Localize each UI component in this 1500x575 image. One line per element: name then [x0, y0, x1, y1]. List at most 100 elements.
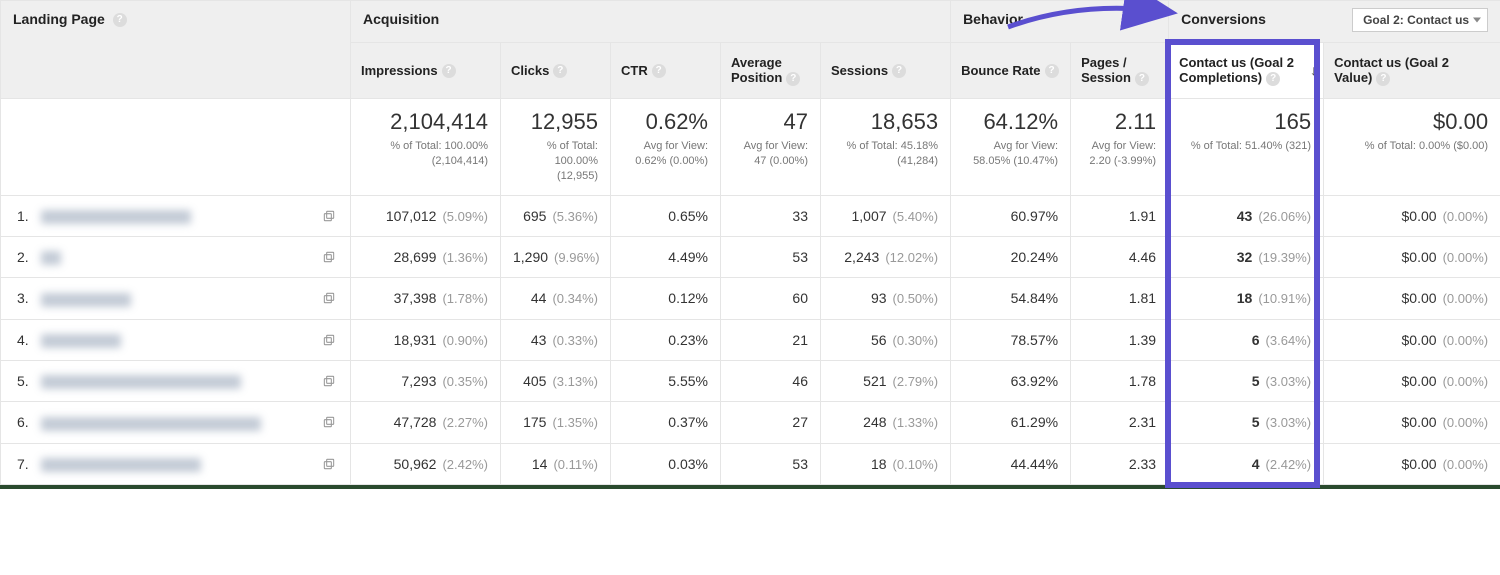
- row-index: 2.: [17, 249, 41, 265]
- cell-landing-page[interactable]: 4.: [1, 319, 351, 360]
- summary-row: 2,104,414% of Total: 100.00% (2,104,414)…: [1, 98, 1500, 195]
- help-icon[interactable]: ?: [892, 64, 906, 78]
- cell-landing-page[interactable]: 1.: [1, 195, 351, 236]
- cell-avg-pos: 60: [721, 278, 821, 319]
- row-index: 4.: [17, 332, 41, 348]
- cell-impressions: 50,962(2.42%): [351, 443, 501, 484]
- cell-pages: 1.39: [1071, 319, 1169, 360]
- summary-pages: 2.11Avg for View: 2.20 (-3.99%): [1071, 98, 1169, 195]
- landing-page-link[interactable]: [41, 458, 201, 472]
- cell-completions: 5(3.03%): [1169, 402, 1324, 443]
- cell-clicks: 44(0.34%): [501, 278, 611, 319]
- landing-page-link[interactable]: [41, 251, 61, 265]
- col-header-clicks[interactable]: Clicks?: [501, 43, 611, 99]
- cell-completions: 6(3.64%): [1169, 319, 1324, 360]
- table-row: 1.107,012(5.09%)695(5.36%)0.65%331,007(5…: [1, 195, 1500, 236]
- help-icon[interactable]: ?: [113, 13, 127, 27]
- sort-desc-icon: ↓: [1310, 62, 1317, 78]
- help-icon[interactable]: ?: [1135, 72, 1149, 86]
- cell-landing-page[interactable]: 2.: [1, 237, 351, 278]
- help-icon[interactable]: ?: [442, 64, 456, 78]
- summary-landing-blank: [1, 98, 351, 195]
- col-header-avg-position[interactable]: Average Position?: [721, 43, 821, 99]
- cell-clicks: 1,290(9.96%): [501, 237, 611, 278]
- cell-sessions: 93(0.50%): [821, 278, 951, 319]
- cell-value: $0.00(0.00%): [1324, 237, 1500, 278]
- col-header-completions[interactable]: Contact us (Goal 2 Completions)? ↓: [1169, 43, 1324, 99]
- help-icon[interactable]: ?: [652, 64, 666, 78]
- col-header-landing[interactable]: Landing Page ?: [1, 1, 351, 99]
- cell-clicks: 405(3.13%): [501, 360, 611, 401]
- col-header-pages-session[interactable]: Pages / Session?: [1071, 43, 1169, 99]
- landing-page-link[interactable]: [41, 293, 131, 307]
- help-icon[interactable]: ?: [553, 64, 567, 78]
- cell-value: $0.00(0.00%): [1324, 278, 1500, 319]
- cell-bounce: 20.24%: [951, 237, 1071, 278]
- col-header-ctr[interactable]: CTR?: [611, 43, 721, 99]
- group-header-behavior: Behavior: [951, 1, 1169, 43]
- cell-bounce: 78.57%: [951, 319, 1071, 360]
- group-header-conversions: Conversions Goal 2: Contact us: [1169, 1, 1500, 43]
- cell-impressions: 28,699(1.36%): [351, 237, 501, 278]
- cell-impressions: 107,012(5.09%): [351, 195, 501, 236]
- open-external-icon[interactable]: [322, 250, 336, 264]
- cell-pages: 2.31: [1071, 402, 1169, 443]
- col-header-goal-value[interactable]: Contact us (Goal 2 Value)?: [1324, 43, 1500, 99]
- cell-sessions: 2,243(12.02%): [821, 237, 951, 278]
- bottom-border: [0, 485, 1500, 489]
- cell-ctr: 4.49%: [611, 237, 721, 278]
- cell-pages: 1.81: [1071, 278, 1169, 319]
- cell-sessions: 521(2.79%): [821, 360, 951, 401]
- cell-pages: 4.46: [1071, 237, 1169, 278]
- open-external-icon[interactable]: [322, 415, 336, 429]
- summary-avg-pos: 47Avg for View: 47 (0.00%): [721, 98, 821, 195]
- cell-impressions: 37,398(1.78%): [351, 278, 501, 319]
- open-external-icon[interactable]: [322, 457, 336, 471]
- cell-landing-page[interactable]: 7.: [1, 443, 351, 484]
- help-icon[interactable]: ?: [1045, 64, 1059, 78]
- cell-bounce: 60.97%: [951, 195, 1071, 236]
- help-icon[interactable]: ?: [1266, 72, 1280, 86]
- cell-avg-pos: 33: [721, 195, 821, 236]
- cell-completions: 5(3.03%): [1169, 360, 1324, 401]
- cell-value: $0.00(0.00%): [1324, 319, 1500, 360]
- cell-sessions: 248(1.33%): [821, 402, 951, 443]
- cell-impressions: 18,931(0.90%): [351, 319, 501, 360]
- landing-page-link[interactable]: [41, 210, 191, 224]
- open-external-icon[interactable]: [322, 374, 336, 388]
- cell-completions: 18(10.91%): [1169, 278, 1324, 319]
- cell-bounce: 44.44%: [951, 443, 1071, 484]
- help-icon[interactable]: ?: [1376, 72, 1390, 86]
- open-external-icon[interactable]: [322, 333, 336, 347]
- cell-ctr: 0.23%: [611, 319, 721, 360]
- cell-ctr: 0.03%: [611, 443, 721, 484]
- cell-landing-page[interactable]: 5.: [1, 360, 351, 401]
- cell-bounce: 63.92%: [951, 360, 1071, 401]
- cell-value: $0.00(0.00%): [1324, 402, 1500, 443]
- cell-completions: 4(2.42%): [1169, 443, 1324, 484]
- table-row: 7.50,962(2.42%)14(0.11%)0.03%5318(0.10%)…: [1, 443, 1500, 484]
- cell-clicks: 175(1.35%): [501, 402, 611, 443]
- col-header-sessions[interactable]: Sessions?: [821, 43, 951, 99]
- cell-landing-page[interactable]: 6.: [1, 402, 351, 443]
- help-icon[interactable]: ?: [786, 72, 800, 86]
- goal-select-dropdown[interactable]: Goal 2: Contact us: [1352, 8, 1488, 32]
- cell-avg-pos: 27: [721, 402, 821, 443]
- cell-landing-page[interactable]: 3.: [1, 278, 351, 319]
- col-header-impressions[interactable]: Impressions?: [351, 43, 501, 99]
- col-header-bounce-rate[interactable]: Bounce Rate?: [951, 43, 1071, 99]
- cell-value: $0.00(0.00%): [1324, 195, 1500, 236]
- summary-value: $0.00% of Total: 0.00% ($0.00): [1324, 98, 1500, 195]
- row-index: 1.: [17, 208, 41, 224]
- open-external-icon[interactable]: [322, 291, 336, 305]
- table-row: 2.28,699(1.36%)1,290(9.96%)4.49%532,243(…: [1, 237, 1500, 278]
- row-index: 3.: [17, 290, 41, 306]
- summary-bounce: 64.12%Avg for View: 58.05% (10.47%): [951, 98, 1071, 195]
- cell-impressions: 47,728(2.27%): [351, 402, 501, 443]
- landing-page-link[interactable]: [41, 334, 121, 348]
- landing-page-link[interactable]: [41, 417, 261, 431]
- landing-page-link[interactable]: [41, 375, 241, 389]
- open-external-icon[interactable]: [322, 209, 336, 223]
- summary-ctr: 0.62%Avg for View: 0.62% (0.00%): [611, 98, 721, 195]
- cell-clicks: 695(5.36%): [501, 195, 611, 236]
